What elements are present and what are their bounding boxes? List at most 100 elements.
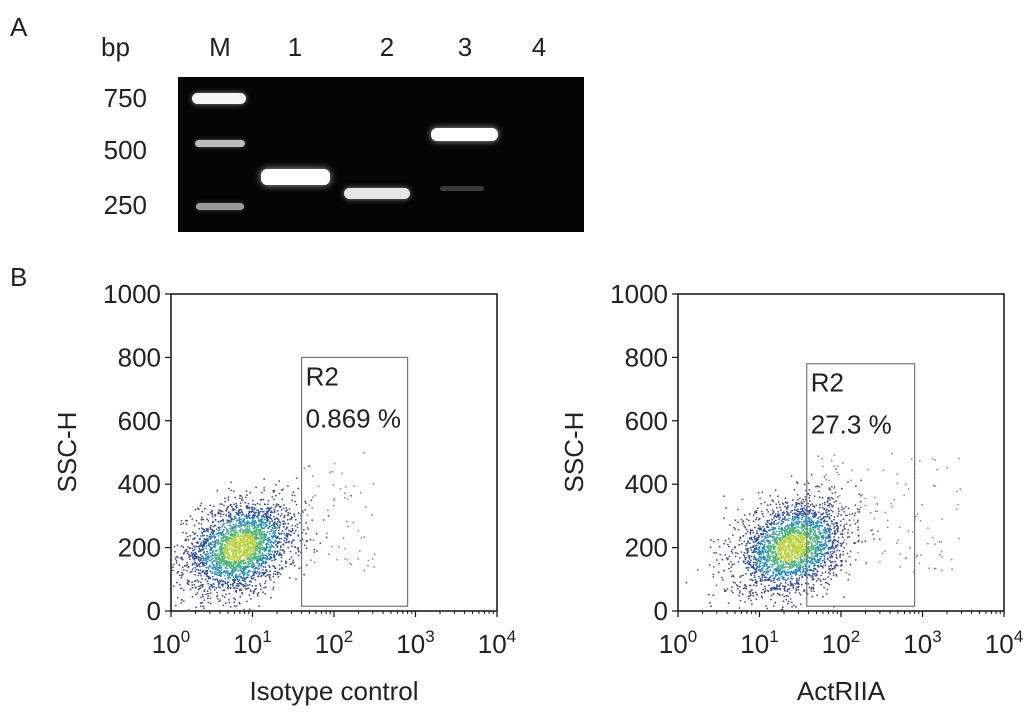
- event-dot: [783, 543, 786, 545]
- event-dot: [176, 544, 179, 547]
- event-dot: [254, 578, 257, 581]
- event-dot: [812, 509, 814, 512]
- event-dot: [786, 590, 789, 592]
- event-dot: [264, 571, 267, 574]
- event-dot: [800, 521, 803, 523]
- event-dot: [240, 560, 242, 563]
- event-dot: [204, 530, 207, 533]
- event-dot: [746, 561, 749, 563]
- event-dot: [813, 563, 816, 565]
- event-dot: [765, 568, 768, 570]
- event-dot: [235, 511, 238, 514]
- event-dot: [280, 513, 283, 515]
- event-dot: [207, 513, 210, 516]
- event-dot: [373, 565, 375, 568]
- event-dot: [834, 560, 837, 563]
- event-dot: [732, 581, 735, 584]
- event-dot: [793, 530, 796, 533]
- event-dot: [786, 568, 789, 571]
- event-dot: [228, 599, 230, 601]
- event-dot: [754, 512, 756, 514]
- event-dot: [199, 554, 202, 556]
- event-dot: [204, 507, 206, 510]
- event-dot: [311, 506, 314, 509]
- event-dot: [232, 555, 235, 558]
- event-dot: [755, 532, 758, 534]
- event-dot: [819, 559, 821, 561]
- event-dot: [264, 580, 267, 582]
- event-dot: [776, 542, 778, 545]
- event-dot: [797, 498, 799, 501]
- event-dot: [815, 547, 818, 550]
- event-dot: [229, 566, 232, 569]
- event-dot: [771, 533, 773, 535]
- event-dot: [790, 538, 793, 540]
- event-dot: [176, 556, 179, 558]
- event-dot: [305, 532, 307, 535]
- event-dot: [738, 607, 741, 609]
- event-dot: [839, 553, 842, 556]
- event-dot: [186, 563, 189, 566]
- event-dot: [208, 535, 211, 538]
- event-dot: [760, 553, 763, 556]
- event-dot: [241, 531, 244, 534]
- event-dot: [857, 535, 860, 537]
- event-dot: [728, 555, 731, 558]
- event-dot: [247, 549, 250, 552]
- event-dot: [235, 605, 238, 607]
- event-dot: [200, 602, 202, 604]
- event-dot: [271, 536, 274, 539]
- event-dot: [278, 554, 280, 556]
- event-dot: [252, 548, 255, 550]
- event-dot: [267, 543, 270, 546]
- event-dot: [226, 549, 229, 551]
- event-dot: [755, 511, 758, 514]
- event-dot: [810, 473, 813, 476]
- event-dot: [227, 540, 230, 542]
- event-dot: [263, 557, 266, 560]
- event-dot: [220, 503, 223, 506]
- event-dot: [767, 542, 770, 545]
- event-dot: [781, 518, 784, 521]
- event-dot: [225, 602, 227, 605]
- event-dot: [749, 572, 752, 575]
- event-dot: [269, 541, 272, 544]
- event-dot: [823, 586, 825, 589]
- event-dot: [218, 574, 221, 577]
- event-dot: [261, 531, 263, 534]
- event-dot: [812, 547, 815, 549]
- event-dot: [823, 561, 826, 564]
- event-dot: [265, 558, 268, 560]
- event-dot: [209, 602, 212, 605]
- event-dot: [791, 605, 793, 608]
- event-dot: [187, 582, 189, 585]
- event-dot: [273, 498, 275, 501]
- event-dot: [794, 557, 797, 560]
- event-dot: [277, 513, 280, 515]
- event-dot: [821, 553, 823, 555]
- event-dot: [278, 564, 281, 566]
- event-dot: [241, 592, 244, 595]
- event-dot: [249, 552, 252, 554]
- event-dot: [748, 591, 751, 593]
- event-dot: [839, 524, 842, 527]
- event-dot: [814, 552, 817, 555]
- event-dot: [271, 495, 274, 498]
- event-dot: [225, 522, 228, 525]
- event-dot: [772, 579, 775, 582]
- event-dot: [758, 566, 761, 568]
- event-dot: [794, 569, 797, 572]
- event-dot: [269, 579, 272, 581]
- event-dot: [197, 508, 200, 511]
- event-dot: [792, 545, 795, 547]
- event-dot: [241, 521, 244, 523]
- event-dot: [784, 497, 787, 500]
- event-dot: [262, 568, 264, 571]
- event-dot: [763, 591, 766, 594]
- event-dot: [785, 547, 788, 550]
- event-dot: [216, 574, 219, 577]
- event-dot: [271, 545, 274, 547]
- event-dot: [230, 534, 233, 537]
- event-dot: [265, 547, 268, 550]
- event-dot: [213, 564, 215, 567]
